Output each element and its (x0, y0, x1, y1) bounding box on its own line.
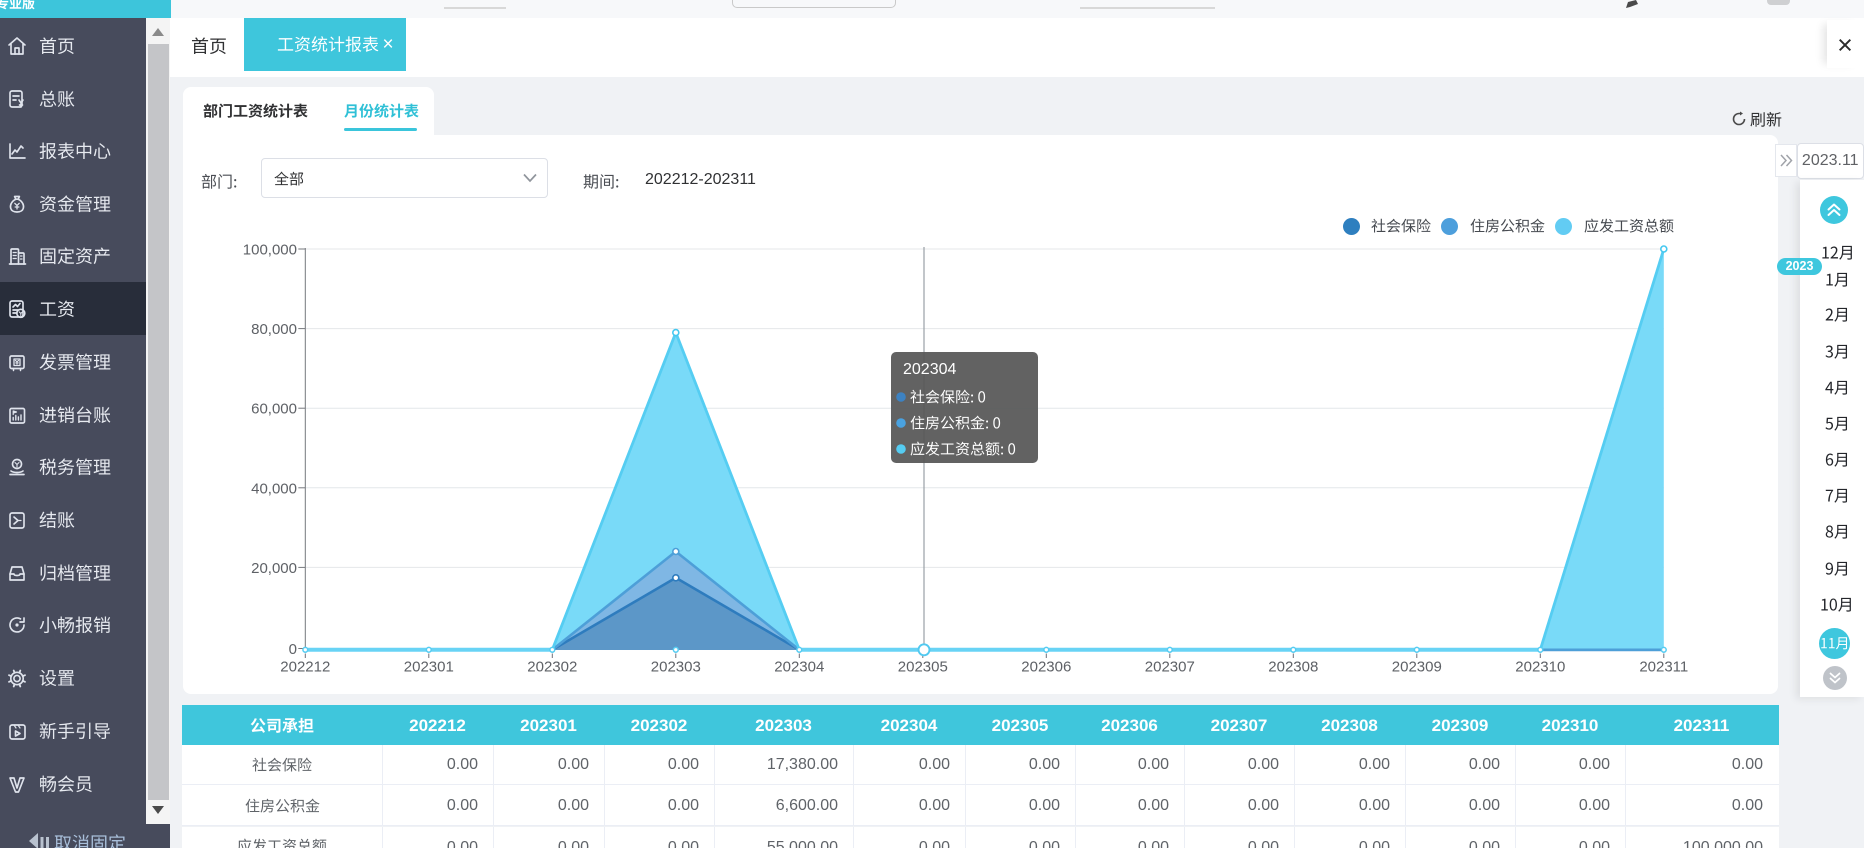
svg-text:202304: 202304 (774, 659, 824, 676)
svg-text:80,000: 80,000 (251, 321, 297, 338)
svg-text:202212: 202212 (280, 659, 330, 676)
svg-text:20,000: 20,000 (251, 560, 297, 577)
svg-text:202302: 202302 (527, 659, 577, 676)
svg-text:60,000: 60,000 (251, 401, 297, 418)
svg-text:202305: 202305 (898, 659, 948, 676)
svg-text:202309: 202309 (1392, 659, 1442, 676)
svg-text:202308: 202308 (1268, 659, 1318, 676)
svg-text:0: 0 (289, 641, 297, 658)
svg-text:202311: 202311 (1639, 659, 1688, 676)
svg-text:40,000: 40,000 (251, 480, 297, 497)
svg-text:202307: 202307 (1145, 659, 1195, 676)
svg-text:202303: 202303 (651, 659, 701, 676)
svg-text:202301: 202301 (404, 659, 454, 676)
svg-text:202310: 202310 (1515, 659, 1565, 676)
svg-text:100,000: 100,000 (243, 242, 297, 259)
svg-text:202306: 202306 (1021, 659, 1071, 676)
